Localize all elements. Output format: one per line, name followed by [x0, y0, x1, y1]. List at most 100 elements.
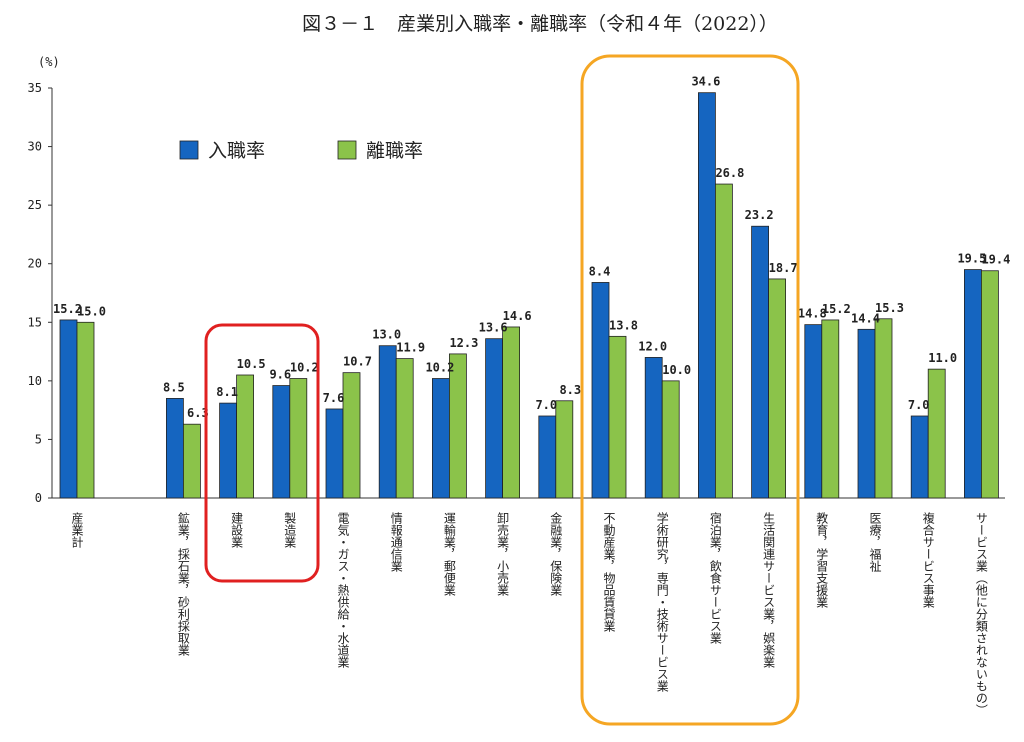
y-tick-label: 5	[35, 432, 42, 446]
value-label: 6.3	[187, 406, 209, 420]
value-label: 14.4	[851, 311, 880, 325]
bar-separation-rate	[927, 368, 946, 499]
category-label: 運輸業，郵便業	[442, 512, 456, 596]
value-label: 8.5	[163, 380, 185, 394]
bar-entry-rate	[431, 378, 450, 499]
bar-separation-rate	[236, 374, 255, 499]
chart-title: 図３－１ 産業別入職率・離職率（令和４年（2022））	[302, 13, 778, 35]
bar-entry-rate	[538, 415, 557, 499]
value-label: 10.0	[662, 363, 691, 377]
bar-entry-rate	[165, 398, 184, 499]
value-label: 11.9	[396, 341, 425, 355]
category-label: 鉱業，採石業，砂利採取業	[176, 511, 190, 656]
value-label: 8.3	[559, 383, 581, 397]
bar-separation-rate	[289, 378, 308, 499]
value-label: 8.1	[216, 385, 238, 399]
category-label: 電気・ガス・熱供給・水道業	[336, 512, 350, 668]
bar-separation-rate	[608, 335, 627, 499]
category-label: 学術研究，専門・技術サービス業	[655, 511, 669, 692]
category-label: 教育，学習支援業	[815, 511, 829, 608]
value-label: 13.8	[609, 318, 638, 332]
bar-entry-rate	[485, 338, 504, 499]
bar-separation-rate	[76, 321, 95, 499]
value-label: 10.2	[425, 361, 454, 375]
category-label: 医療，福祉	[868, 512, 882, 573]
category-label: サービス業（他に分類されないもの）	[974, 512, 988, 716]
value-label: 23.2	[745, 208, 774, 222]
y-tick-label: 15	[28, 315, 42, 329]
bar-separation-rate	[182, 423, 201, 499]
y-tick-label: 10	[28, 374, 42, 388]
legend: 入職率 離職率	[179, 140, 423, 162]
bar-separation-rate	[502, 326, 521, 499]
bar-entry-rate	[698, 92, 716, 499]
bar-entry-rate	[591, 282, 610, 499]
legend-label: 離職率	[366, 140, 423, 162]
value-label: 13.0	[372, 328, 401, 342]
value-label: 26.8	[715, 166, 744, 180]
bar-separation-rate	[448, 353, 467, 499]
category-label: 生活関連サービス業，娯楽業	[762, 512, 776, 668]
value-label: 19.5	[957, 252, 986, 266]
bar-separation-rate	[715, 183, 733, 499]
legend-label: 入職率	[208, 140, 265, 162]
bar-separation-rate	[821, 319, 840, 499]
y-tick-label: 35	[28, 81, 42, 95]
category-label: 製造業	[283, 512, 297, 548]
bar-entry-rate	[751, 225, 769, 499]
value-label: 15.3	[875, 301, 904, 315]
legend-swatch	[337, 140, 357, 160]
category-label: 金融業，保険業	[549, 511, 563, 596]
axes: 0 5 10 15 20 25 30 35	[28, 81, 1005, 505]
bar-entry-rate	[325, 408, 344, 499]
y-axis-unit: (%)	[38, 55, 60, 69]
bar-entry-rate	[219, 402, 238, 499]
bar-separation-rate	[768, 278, 786, 499]
value-label: 13.6	[479, 321, 508, 335]
bar-separation-rate	[661, 380, 680, 499]
value-label: 7.0	[535, 398, 557, 412]
bar-entry-rate	[644, 357, 663, 499]
category-label: 複合サービス事業	[921, 511, 935, 608]
value-label: 19.4	[981, 253, 1010, 267]
bar-separation-rate	[555, 400, 574, 499]
value-label: 12.3	[449, 336, 478, 350]
legend-swatch	[179, 140, 199, 160]
value-label: 12.0	[638, 339, 667, 353]
value-label: 14.6	[503, 309, 532, 323]
bar-entry-rate	[59, 319, 78, 499]
bar-separation-rate	[342, 372, 361, 499]
category-label: 不動産業，物品賃貸業	[602, 512, 616, 632]
value-label: 15.2	[53, 302, 82, 316]
bar-entry-rate	[378, 345, 397, 499]
y-tick-label: 0	[35, 491, 42, 505]
bar-separation-rate	[395, 358, 414, 499]
y-tick-label: 20	[28, 257, 42, 271]
value-label: 9.6	[269, 368, 291, 382]
value-label: 10.5	[237, 357, 266, 371]
value-label: 34.6	[691, 75, 720, 89]
bars	[59, 92, 999, 499]
value-labels: 15.215.08.56.38.110.59.610.27.610.713.01…	[53, 75, 1010, 421]
value-label: 15.0	[77, 304, 106, 318]
category-label: 産業計	[70, 511, 84, 548]
bar-entry-rate	[910, 415, 929, 499]
value-label: 8.4	[589, 264, 611, 278]
bar-entry-rate	[804, 324, 823, 499]
highlight-box-services	[580, 54, 800, 726]
bar-entry-rate	[272, 385, 291, 499]
y-tick-label: 30	[28, 140, 42, 154]
category-label: 卸売業，小売業	[496, 511, 510, 596]
bar-separation-rate	[874, 318, 893, 499]
value-label: 10.2	[290, 361, 319, 375]
y-tick-label: 25	[28, 198, 42, 212]
bar-separation-rate	[981, 270, 999, 499]
value-label: 18.7	[769, 261, 798, 275]
value-label: 7.0	[908, 398, 930, 412]
highlight-boxes	[204, 54, 800, 726]
value-label: 14.8	[798, 307, 827, 321]
category-labels: 産業計 鉱業，採石業，砂利採取業 建設業 製造業 電気・ガス・熱供給・水道業 情報通信業 運…	[70, 511, 988, 716]
category-label: 建設業	[230, 512, 244, 548]
value-label: 11.0	[928, 351, 957, 365]
